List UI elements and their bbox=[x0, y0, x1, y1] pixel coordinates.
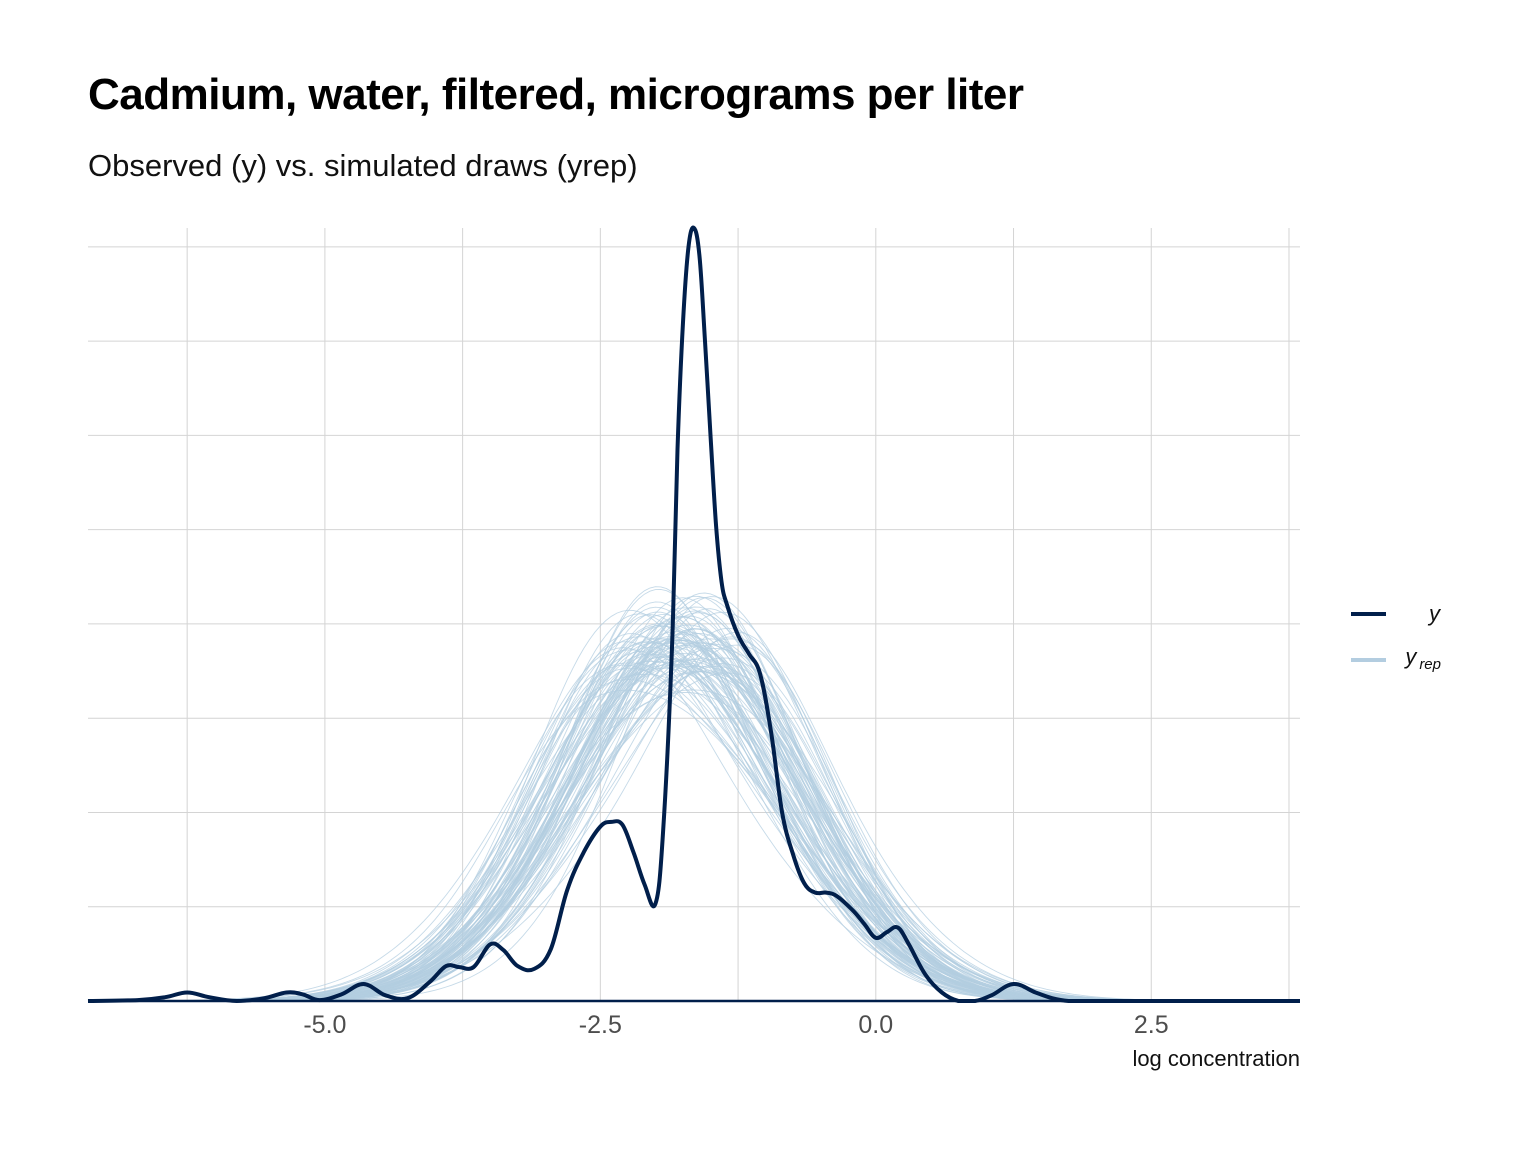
yrep-draw-line bbox=[88, 628, 1300, 1002]
yrep-draw-line bbox=[88, 649, 1300, 1002]
yrep-draw-line bbox=[88, 689, 1300, 1002]
yrep-draw-line bbox=[88, 627, 1300, 1002]
yrep-draw-line bbox=[88, 672, 1300, 1002]
yrep-draw-line bbox=[88, 640, 1300, 1002]
yrep-draw-line bbox=[88, 635, 1300, 1002]
yrep-layer bbox=[88, 586, 1300, 1002]
yrep-draw-line bbox=[88, 631, 1300, 1002]
yrep-draw-line bbox=[88, 631, 1300, 1002]
yrep-draw-line bbox=[88, 692, 1300, 1002]
yrep-draw-line bbox=[88, 632, 1300, 1002]
yrep-draw-line bbox=[88, 642, 1300, 1002]
chart-title: Cadmium, water, filtered, micrograms per… bbox=[88, 70, 1024, 119]
yrep-draw-line bbox=[88, 595, 1300, 1002]
x-tick-label: 2.5 bbox=[1134, 1011, 1169, 1039]
yrep-draw-line bbox=[88, 653, 1300, 1002]
yrep-draw-line bbox=[88, 664, 1300, 1002]
x-axis-title: log concentration bbox=[1132, 1046, 1300, 1071]
x-tick-label: 0.0 bbox=[858, 1011, 893, 1039]
yrep-draw-line bbox=[88, 644, 1300, 1002]
legend-yrep-subscript: rep bbox=[1419, 656, 1441, 673]
yrep-draw-line bbox=[88, 664, 1300, 1002]
yrep-draw-line bbox=[88, 628, 1300, 1002]
yrep-draw-line bbox=[88, 670, 1300, 1002]
yrep-draw-line bbox=[88, 657, 1300, 1002]
yrep-draw-line bbox=[88, 650, 1300, 1002]
yrep-draw-line bbox=[88, 653, 1300, 1002]
yrep-draw-line bbox=[88, 647, 1300, 1002]
grid-layer bbox=[88, 228, 1300, 1001]
yrep-draw-line bbox=[88, 642, 1300, 1002]
yrep-draw-line bbox=[88, 636, 1300, 1002]
yrep-draw-line bbox=[88, 653, 1300, 1002]
yrep-draw-line bbox=[88, 661, 1300, 1002]
yrep-draw-line bbox=[88, 596, 1300, 1002]
yrep-draw-line bbox=[88, 644, 1300, 1002]
yrep-draw-line bbox=[88, 679, 1300, 1002]
yrep-draw-line bbox=[88, 658, 1300, 1002]
yrep-draw-line bbox=[88, 671, 1300, 1002]
yrep-draw-line bbox=[88, 631, 1300, 1002]
yrep-draw-line bbox=[88, 661, 1300, 1002]
yrep-draw-line bbox=[88, 637, 1300, 1002]
yrep-draw-line bbox=[88, 670, 1300, 1002]
yrep-draw-line bbox=[88, 643, 1300, 1002]
yrep-draw-line bbox=[88, 656, 1300, 1002]
yrep-draw-line bbox=[88, 601, 1300, 1002]
chart-subtitle: Observed (y) vs. simulated draws (yrep) bbox=[88, 148, 638, 183]
yrep-draw-line bbox=[88, 636, 1300, 1002]
x-tick-label: -5.0 bbox=[303, 1011, 346, 1039]
yrep-draw-line bbox=[88, 586, 1300, 1002]
yrep-draw-line bbox=[88, 663, 1300, 1002]
yrep-draw-line bbox=[88, 633, 1300, 1002]
x-tick-label: -2.5 bbox=[579, 1011, 622, 1039]
legend: y y rep bbox=[1351, 601, 1442, 673]
legend-yrep-label: y rep bbox=[1403, 644, 1441, 673]
observed-layer bbox=[87, 225, 1300, 1004]
yrep-draw-line bbox=[88, 689, 1300, 1002]
yrep-draw-line bbox=[88, 628, 1300, 1002]
yrep-draw-line bbox=[88, 673, 1300, 1002]
yrep-draw-line bbox=[88, 663, 1300, 1002]
yrep-draw-line bbox=[88, 656, 1300, 1002]
legend-y-label: y bbox=[1427, 601, 1442, 626]
x-tick-labels: -5.0 -2.5 0.0 2.5 bbox=[303, 1011, 1168, 1039]
observed-density-line bbox=[87, 225, 1300, 1004]
yrep-draw-line bbox=[88, 662, 1300, 1002]
yrep-draw-line bbox=[88, 611, 1300, 1002]
legend-yrep-main: y bbox=[1403, 644, 1418, 669]
